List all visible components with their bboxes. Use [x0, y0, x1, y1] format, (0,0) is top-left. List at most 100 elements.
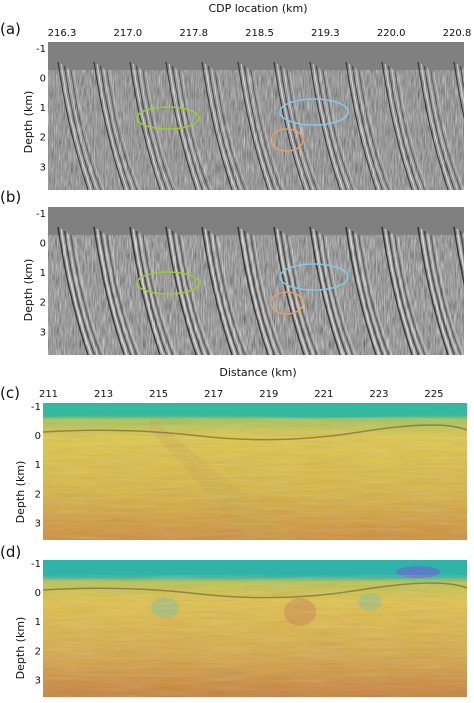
reflection-streak [204, 228, 236, 355]
reflection-streak [276, 228, 308, 355]
reflection-streak [67, 67, 99, 190]
depth-tick-label: 3 [35, 519, 41, 530]
reflection-streak [250, 234, 282, 355]
panel-b-seismic-image [48, 207, 474, 355]
reflection-streak [348, 63, 380, 190]
reflection-streak [93, 61, 125, 190]
reflection-streak [165, 226, 197, 355]
reflection-streak [462, 232, 464, 241]
reflection-streak [63, 65, 95, 190]
reflection-streak [70, 69, 102, 190]
reflection-streak [106, 234, 138, 355]
reflection-streak [273, 226, 305, 355]
depth-tick-label: 0 [35, 431, 41, 442]
panel-b-reflections [57, 226, 474, 355]
reflection-streak [459, 230, 464, 258]
reflection-streak [453, 226, 464, 286]
reflection-streak [390, 232, 423, 355]
top-axis-tick-label: 219.3 [311, 28, 340, 39]
reflection-streak [351, 230, 384, 355]
depth-tick-label: 1 [35, 617, 41, 628]
reflection-streak [361, 71, 393, 190]
reflection-streak [174, 232, 207, 355]
reflection-streak [178, 234, 210, 355]
reflection-streak [322, 234, 354, 355]
depth-tick-label: 1 [40, 103, 46, 114]
reflection-streak [354, 232, 387, 355]
panel-a-blue-ellipse [279, 98, 349, 126]
bottom-axis-tick-label: 225 [424, 389, 443, 400]
top-axis-tick-label: 217.0 [114, 28, 143, 39]
reflection-streak [214, 234, 246, 355]
reflection-streak [325, 71, 357, 190]
reflection-streak [325, 236, 357, 355]
reflection-streak [145, 236, 177, 355]
reflection-streak [175, 67, 207, 190]
reflection-streak [73, 71, 105, 190]
reflection-streak [57, 226, 89, 355]
reflection-streak [309, 61, 341, 190]
reflection-streak [181, 236, 213, 355]
bottom-axis-tick-label: 217 [204, 389, 223, 400]
reflection-streak [397, 71, 429, 190]
depth-tick-label: -1 [31, 402, 41, 413]
reflection-streak [142, 234, 174, 355]
depth-tick-label: 2 [40, 133, 46, 144]
reflection-streak [381, 61, 413, 190]
reflection-streak [430, 234, 462, 355]
reflection-streak [73, 236, 105, 355]
bottom-axis-tick-label: 215 [149, 389, 168, 400]
reflection-streak [426, 232, 459, 355]
reflection-streak [60, 228, 92, 355]
reflection-streak [394, 69, 426, 190]
reflection-streak [171, 230, 204, 355]
reflection-streak [246, 232, 279, 355]
panel-a-depth-label: Depth (km) [22, 91, 35, 154]
reflection-streak [358, 69, 390, 190]
reflection-streak [214, 69, 246, 190]
reflection-streak [463, 67, 464, 75]
panel-d-label: (d) [0, 543, 21, 561]
reflection-streak [253, 71, 285, 190]
reflection-streak [387, 230, 420, 355]
panel-c-velocity-image [43, 403, 467, 540]
panel-c-depth-ticks: -1 0 1 2 3 [31, 402, 41, 530]
reflection-streak [102, 232, 135, 355]
reflection-streak [387, 65, 419, 190]
panel-b-orange-ellipse [270, 291, 304, 315]
reflection-streak [99, 230, 132, 355]
panel-d-depth-ticks: -1 0 1 2 3 [31, 559, 41, 687]
reflection-streak [139, 67, 171, 190]
reflection-streak [433, 236, 464, 355]
reflection-streak [240, 63, 272, 190]
depth-tick-label: 0 [40, 74, 46, 85]
reflection-streak [423, 230, 456, 355]
panel-d-depth-label: Depth (km) [14, 617, 27, 680]
reflection-streak [430, 69, 462, 190]
reflection-streak [243, 230, 276, 355]
reflection-streak [207, 230, 240, 355]
reflection-streak [384, 228, 416, 355]
reflection-streak [453, 61, 464, 120]
reflection-streak [318, 232, 351, 355]
panel-b-label: (b) [0, 188, 21, 206]
bottom-axis-ticks: 211 213 215 217 219 221 223 225 [39, 389, 444, 400]
reflection-streak [420, 228, 452, 355]
reflection-streak [103, 67, 135, 190]
top-axis-ticks: 216.3 217.0 217.8 218.5 219.3 220.0 220.8 [48, 28, 472, 39]
reflection-streak [467, 235, 474, 355]
reflection-streak [345, 226, 377, 355]
reflection-streak [315, 65, 347, 190]
depth-tick-label: 3 [40, 162, 46, 173]
depth-tick-label: 3 [35, 676, 41, 687]
reflection-streak [145, 71, 177, 190]
reflection-streak [345, 61, 377, 190]
reflection-streak [279, 230, 312, 355]
reflection-streak [456, 228, 464, 273]
reflection-streak [459, 65, 464, 92]
panel-c-depth-label: Depth (km) [14, 461, 27, 524]
reflection-streak [217, 71, 249, 190]
reflection-streak [250, 69, 282, 190]
depth-tick-label: 0 [40, 239, 46, 250]
depth-tick-label: 1 [40, 268, 46, 279]
